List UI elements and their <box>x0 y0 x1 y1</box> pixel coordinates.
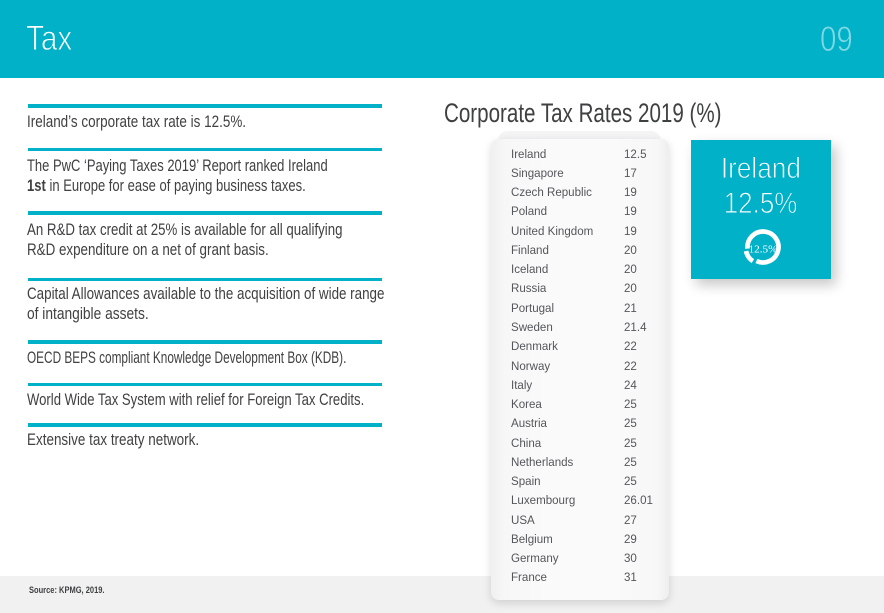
svg-text:12.5%: 12.5% <box>748 244 777 255</box>
